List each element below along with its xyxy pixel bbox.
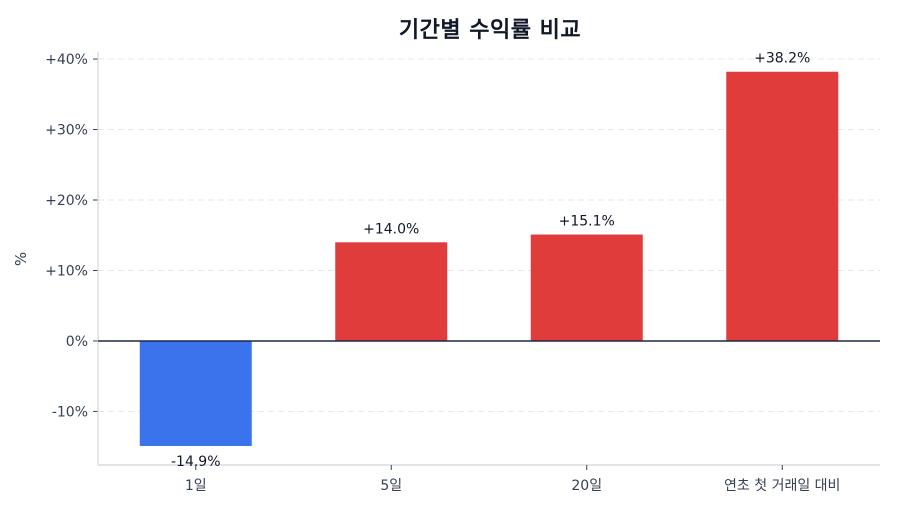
chart-title: 기간별 수익률 비교 <box>398 18 582 43</box>
y-tick-label: +20% <box>45 193 88 209</box>
x-tick-label: 연초 첫 거래일 대비 <box>724 478 840 494</box>
bar-value-label: +14.0% <box>363 221 419 237</box>
bar <box>139 340 252 446</box>
bar-value-label: -14.9% <box>171 454 221 470</box>
bar <box>335 242 448 341</box>
bar <box>530 234 643 341</box>
bar-value-label: +38.2% <box>754 51 810 67</box>
x-tick-label: 5일 <box>380 478 402 494</box>
x-tick-label: 20일 <box>571 478 602 494</box>
x-tick-label: 1일 <box>185 478 207 494</box>
y-tick-label: +40% <box>45 52 88 68</box>
y-tick-label: -10% <box>52 404 88 420</box>
bar-value-label: +15.1% <box>559 214 615 230</box>
y-tick-label: +10% <box>45 263 88 279</box>
y-tick-label: +30% <box>45 123 88 139</box>
bar <box>726 71 839 341</box>
y-tick-label: 0% <box>66 334 88 350</box>
